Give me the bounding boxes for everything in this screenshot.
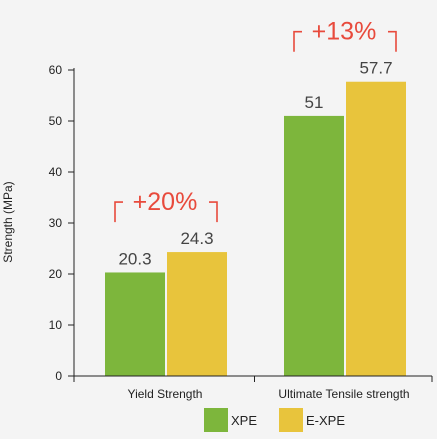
y-tick-label: 30: [49, 216, 63, 230]
y-axis-label: Strength (MPa): [1, 181, 15, 262]
bars: [105, 81, 406, 377]
legend-swatch-xpe: [204, 408, 228, 432]
legend-label-e-xpe: E-XPE: [306, 413, 345, 428]
value-labels: 20.3 24.3 51 57.7: [118, 59, 392, 269]
value-label: 51: [305, 93, 324, 112]
bracket-left: [293, 30, 302, 52]
category-label: Yield Strength: [128, 387, 203, 401]
legend-label-xpe: XPE: [231, 413, 257, 428]
bracket-left: [114, 201, 123, 223]
annotations: +20% +13%: [114, 18, 397, 223]
value-label: 20.3: [118, 249, 151, 268]
value-label: 57.7: [359, 59, 392, 78]
y-tick-label: 60: [49, 63, 63, 77]
percent-increase-label: +13%: [312, 18, 377, 46]
bar-e-xpe-yield: [167, 252, 227, 376]
y-tick-label: 10: [49, 318, 63, 332]
y-axis-ticks: 0 10 20 30 40 50 60: [49, 63, 74, 383]
category-label: Ultimate Tensile strength: [278, 387, 409, 401]
y-tick-label: 20: [49, 267, 63, 281]
legend-swatch-e-xpe: [279, 408, 303, 432]
bracket-right: [209, 201, 218, 223]
bar-xpe-yield: [105, 272, 165, 376]
value-label: 24.3: [180, 229, 213, 248]
legend: XPE E-XPE: [204, 408, 345, 432]
bracket-right: [388, 30, 397, 52]
bar-e-xpe-ultimate: [346, 81, 406, 376]
category-labels: Yield Strength Ultimate Tensile strength: [73, 376, 433, 401]
percent-increase-label: +20%: [133, 188, 198, 216]
bar-xpe-ultimate: [284, 115, 344, 377]
y-tick-label: 40: [49, 165, 63, 179]
y-tick-label: 50: [49, 114, 63, 128]
y-tick-label: 0: [55, 369, 62, 383]
